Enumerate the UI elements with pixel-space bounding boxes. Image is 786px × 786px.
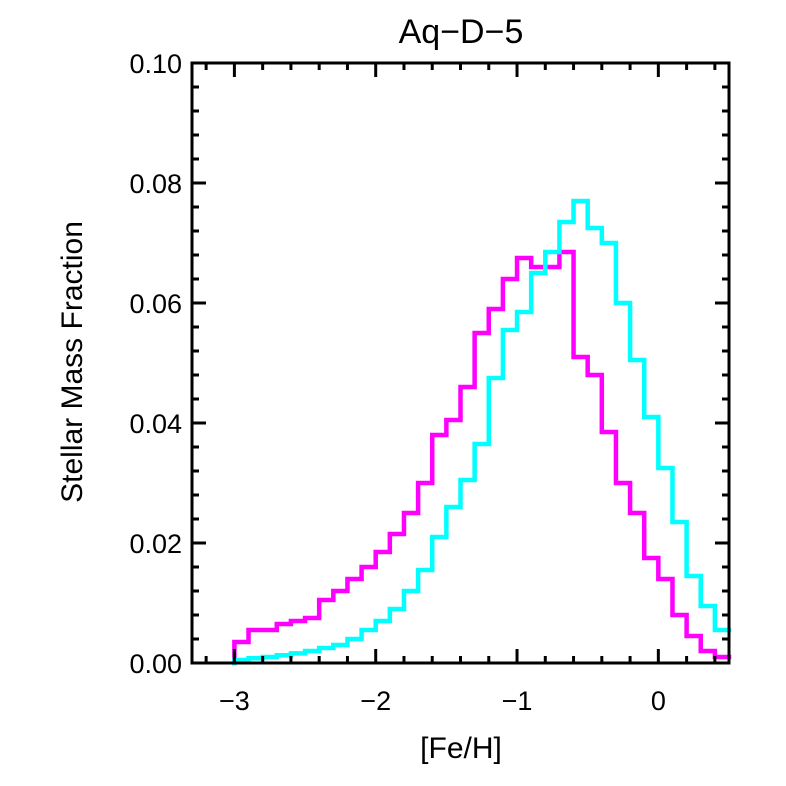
x-tick-label: −2 — [360, 686, 391, 716]
x-tick-label: −3 — [219, 686, 250, 716]
y-tick-label: 0.04 — [129, 409, 182, 439]
y-axis-label: Stellar Mass Fraction — [56, 221, 89, 503]
y-tick-label: 0.02 — [129, 529, 182, 559]
series-magenta-line — [232, 249, 732, 666]
x-axis-label: [Fe/H] — [420, 732, 502, 765]
x-tick-label: 0 — [651, 686, 666, 716]
y-tick-label: 0.06 — [129, 289, 182, 319]
plot-frame — [190, 61, 731, 665]
y-tick-label: 0.08 — [129, 169, 182, 199]
series-cyan-line — [232, 198, 732, 666]
y-tick-label: 0.00 — [129, 649, 182, 679]
x-tick-label: −1 — [502, 686, 533, 716]
plot-area: −3 −2 −1 0 0.00 0.02 0.04 0.06 0.08 0.10 — [129, 49, 732, 716]
chart-title: Aq−D−5 — [399, 13, 524, 51]
y-tick-label: 0.10 — [129, 49, 182, 79]
